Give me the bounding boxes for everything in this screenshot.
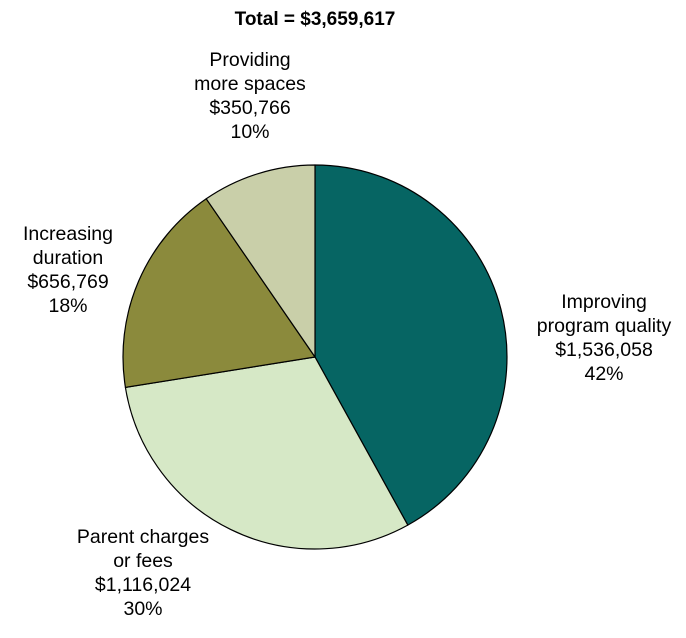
slice-label-line: program quality: [537, 315, 672, 337]
slice-label-line: 18%: [48, 295, 87, 317]
slice-label-line: $1,536,058: [555, 339, 653, 361]
slice-label-1: Improving program quality $1,536,058 42%: [537, 291, 672, 385]
slice-label-line: Improving: [561, 291, 647, 313]
pie-slice-4: [205, 164, 316, 358]
chart-title: Total = $3,659,617: [235, 9, 396, 30]
slice-label-line: $1,116,024: [95, 574, 191, 596]
slice-label-2: Parent charges or fees $1,116,024 30%: [77, 526, 209, 620]
slice-label-line: Parent charges: [77, 526, 209, 548]
slice-label-line: Increasing: [23, 223, 113, 245]
slice-label-line: 10%: [230, 121, 269, 143]
slice-label-line: or fees: [113, 550, 173, 572]
slice-label-3: Increasing duration $656,769 18%: [23, 223, 113, 317]
pie-slice-2: [124, 356, 409, 550]
slice-label-line: 42%: [584, 363, 623, 385]
pie-labels: Improving program quality $1,536,058 42% Par…: [23, 49, 671, 620]
pie-slice-3: [122, 198, 316, 389]
slice-label-line: Providing: [209, 49, 290, 71]
slice-label-line: more spaces: [194, 73, 306, 95]
pie-slice-1: [314, 164, 508, 526]
slice-label-4: Providing more spaces $350,766 10%: [194, 49, 306, 143]
slice-label-line: duration: [33, 247, 103, 269]
slice-label-line: $656,769: [27, 271, 108, 293]
slice-label-line: 30%: [123, 598, 162, 620]
pie-slices: [122, 164, 508, 550]
slice-label-line: $350,766: [209, 97, 290, 119]
